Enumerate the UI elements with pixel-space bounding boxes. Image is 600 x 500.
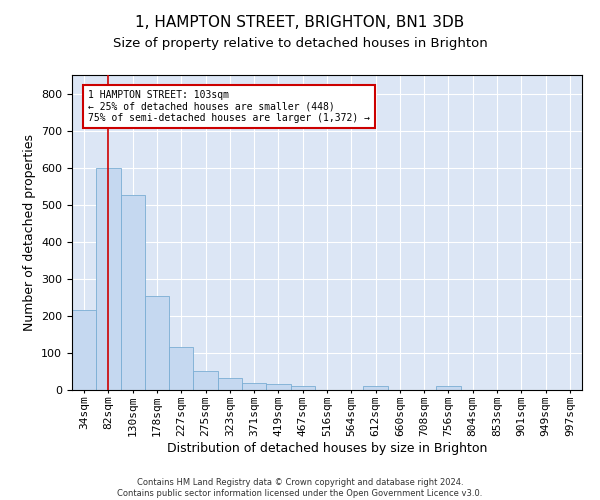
X-axis label: Distribution of detached houses by size in Brighton: Distribution of detached houses by size … — [167, 442, 487, 454]
Bar — [242, 382, 266, 390]
Text: Contains HM Land Registry data © Crown copyright and database right 2024.
Contai: Contains HM Land Registry data © Crown c… — [118, 478, 482, 498]
Bar — [436, 386, 461, 390]
Bar — [72, 310, 96, 390]
Bar — [145, 296, 169, 390]
Bar — [193, 370, 218, 390]
Bar — [96, 168, 121, 390]
Bar — [169, 346, 193, 390]
Bar — [218, 378, 242, 390]
Bar — [121, 196, 145, 390]
Bar — [266, 384, 290, 390]
Text: 1, HAMPTON STREET, BRIGHTON, BN1 3DB: 1, HAMPTON STREET, BRIGHTON, BN1 3DB — [136, 15, 464, 30]
Y-axis label: Number of detached properties: Number of detached properties — [23, 134, 35, 331]
Bar — [290, 386, 315, 390]
Bar — [364, 386, 388, 390]
Text: 1 HAMPTON STREET: 103sqm
← 25% of detached houses are smaller (448)
75% of semi-: 1 HAMPTON STREET: 103sqm ← 25% of detach… — [88, 90, 370, 123]
Text: Size of property relative to detached houses in Brighton: Size of property relative to detached ho… — [113, 38, 487, 51]
